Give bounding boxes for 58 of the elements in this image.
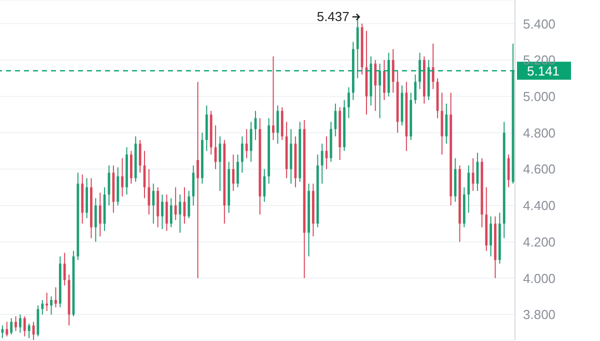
candlestick bbox=[348, 86, 350, 119]
annotation: 5.437 bbox=[316, 8, 350, 24]
candlestick bbox=[356, 16, 359, 79]
candlestick bbox=[272, 56, 274, 140]
candlestick bbox=[23, 316, 26, 337]
candlestick bbox=[54, 286, 57, 308]
candlestick bbox=[50, 296, 52, 316]
candlestick bbox=[378, 63, 382, 119]
candlestick bbox=[383, 60, 386, 100]
candlestick bbox=[276, 104, 279, 144]
candlestick bbox=[507, 154, 510, 188]
y-tick-label: 5.000 bbox=[523, 88, 556, 104]
candlestick bbox=[138, 140, 142, 174]
candlestick bbox=[166, 194, 168, 232]
candlestick bbox=[94, 198, 97, 242]
candlestick bbox=[14, 316, 17, 332]
candlestick bbox=[41, 300, 44, 316]
candlestick bbox=[196, 81, 199, 279]
candlestick bbox=[19, 314, 22, 334]
candlestick bbox=[432, 43, 434, 90]
candlestick bbox=[467, 164, 470, 214]
candlestick bbox=[121, 158, 124, 197]
candlestick bbox=[374, 60, 377, 112]
candlestick bbox=[414, 74, 417, 104]
candlestick bbox=[98, 192, 102, 237]
candlestick bbox=[250, 121, 252, 162]
y-tick-label: 5.400 bbox=[523, 16, 556, 32]
y-tick-label: 4.400 bbox=[523, 198, 556, 214]
candlestick bbox=[1, 324, 4, 339]
candlestick bbox=[192, 164, 195, 206]
candlestick bbox=[232, 154, 235, 192]
candlestick bbox=[28, 323, 30, 339]
candlestick bbox=[392, 48, 394, 94]
ref-line-label: 5.141 bbox=[527, 64, 560, 79]
candlestick bbox=[236, 154, 239, 188]
candlestick bbox=[6, 321, 8, 337]
candlestick bbox=[334, 103, 337, 137]
candlestick bbox=[445, 103, 448, 144]
candlestick bbox=[130, 150, 132, 184]
y-tick-label: 4.600 bbox=[523, 162, 556, 177]
candlestick bbox=[152, 183, 155, 224]
y-tick-label: 4.000 bbox=[523, 270, 556, 286]
candlestick bbox=[240, 136, 244, 174]
candlestick bbox=[418, 52, 421, 90]
candlestick bbox=[245, 128, 248, 159]
candlestick bbox=[46, 292, 48, 312]
y-tick-label: 4.200 bbox=[523, 234, 556, 250]
y-tick-label: 4.800 bbox=[523, 125, 556, 140]
candlestick bbox=[174, 186, 177, 220]
y-tick-label: 3.800 bbox=[523, 307, 556, 322]
candlestick bbox=[188, 190, 190, 219]
candlestick bbox=[170, 198, 172, 228]
candlestick bbox=[63, 252, 66, 286]
candlestick bbox=[263, 168, 266, 202]
candlestick bbox=[320, 143, 324, 184]
candlestick bbox=[161, 194, 164, 230]
candlestick bbox=[490, 216, 492, 257]
candlestick bbox=[10, 318, 13, 336]
